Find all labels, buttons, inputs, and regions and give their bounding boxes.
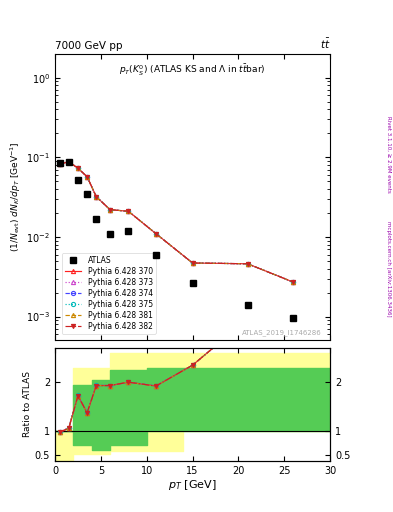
Pythia 6.428 374 [66, 159, 71, 165]
Pythia 6.428 374 [108, 206, 112, 212]
Pythia 6.428 381 [57, 161, 62, 167]
Pythia 6.428 374 [154, 230, 158, 237]
Pythia 6.428 373 [154, 230, 158, 237]
Line: Pythia 6.428 374: Pythia 6.428 374 [57, 160, 296, 284]
ATLAS [126, 227, 131, 233]
Pythia 6.428 375 [75, 165, 80, 172]
Pythia 6.428 373 [190, 260, 195, 266]
ATLAS [57, 160, 62, 166]
Pythia 6.428 374 [190, 260, 195, 266]
Pythia 6.428 382 [57, 161, 62, 167]
Pythia 6.428 375 [126, 208, 131, 215]
Pythia 6.428 370 [75, 165, 80, 172]
Pythia 6.428 375 [108, 206, 112, 212]
Pythia 6.428 373 [108, 206, 112, 212]
Text: $t\bar{t}$: $t\bar{t}$ [320, 37, 330, 51]
Pythia 6.428 370 [190, 260, 195, 266]
Pythia 6.428 382 [126, 208, 131, 215]
Y-axis label: $(1/N_\mathregular{evt})\ dN_K/dp_T\ [\mathregular{GeV}^{-1}]$: $(1/N_\mathregular{evt})\ dN_K/dp_T\ [\m… [9, 142, 24, 252]
ATLAS [245, 302, 250, 308]
Pythia 6.428 370 [57, 161, 62, 167]
Pythia 6.428 375 [245, 261, 250, 267]
Text: $p_T(K^0_S)$ (ATLAS KS and $\Lambda$ in $t\bar{t}$bar): $p_T(K^0_S)$ (ATLAS KS and $\Lambda$ in … [119, 62, 266, 78]
Pythia 6.428 373 [126, 208, 131, 215]
Line: Pythia 6.428 382: Pythia 6.428 382 [57, 160, 296, 284]
Pythia 6.428 382 [154, 230, 158, 237]
Pythia 6.428 373 [245, 261, 250, 267]
Pythia 6.428 375 [66, 159, 71, 165]
Legend: ATLAS, Pythia 6.428 370, Pythia 6.428 373, Pythia 6.428 374, Pythia 6.428 375, P: ATLAS, Pythia 6.428 370, Pythia 6.428 37… [62, 253, 156, 334]
Pythia 6.428 373 [75, 165, 80, 172]
Pythia 6.428 374 [245, 261, 250, 267]
Pythia 6.428 370 [66, 159, 71, 165]
Pythia 6.428 374 [291, 279, 296, 285]
Pythia 6.428 382 [291, 279, 296, 285]
Pythia 6.428 370 [245, 261, 250, 267]
Pythia 6.428 382 [85, 174, 90, 180]
Pythia 6.428 382 [108, 206, 112, 212]
Pythia 6.428 375 [85, 174, 90, 180]
Pythia 6.428 382 [75, 165, 80, 172]
Pythia 6.428 370 [291, 279, 296, 285]
Pythia 6.428 370 [126, 208, 131, 215]
X-axis label: $p_T$ [GeV]: $p_T$ [GeV] [168, 478, 217, 493]
Pythia 6.428 373 [94, 194, 99, 200]
Pythia 6.428 374 [126, 208, 131, 215]
ATLAS [66, 159, 71, 165]
ATLAS [154, 251, 158, 258]
Line: Pythia 6.428 375: Pythia 6.428 375 [57, 160, 296, 284]
Pythia 6.428 382 [66, 159, 71, 165]
Pythia 6.428 374 [57, 161, 62, 167]
ATLAS [75, 177, 80, 183]
ATLAS [291, 315, 296, 322]
Pythia 6.428 381 [245, 261, 250, 267]
Pythia 6.428 370 [108, 206, 112, 212]
Pythia 6.428 375 [57, 161, 62, 167]
ATLAS [85, 190, 90, 197]
Pythia 6.428 374 [75, 165, 80, 172]
Pythia 6.428 375 [190, 260, 195, 266]
Pythia 6.428 381 [154, 230, 158, 237]
Pythia 6.428 382 [94, 194, 99, 200]
Line: Pythia 6.428 370: Pythia 6.428 370 [57, 160, 296, 284]
Pythia 6.428 370 [154, 230, 158, 237]
Text: Rivet 3.1.10, ≥ 2.9M events: Rivet 3.1.10, ≥ 2.9M events [386, 116, 391, 193]
Y-axis label: Ratio to ATLAS: Ratio to ATLAS [23, 372, 32, 437]
Pythia 6.428 381 [85, 174, 90, 180]
Pythia 6.428 373 [66, 159, 71, 165]
ATLAS [108, 230, 112, 237]
Pythia 6.428 375 [291, 279, 296, 285]
Pythia 6.428 374 [85, 174, 90, 180]
Pythia 6.428 373 [291, 279, 296, 285]
Text: mcplots.cern.ch [arXiv:1306.3436]: mcplots.cern.ch [arXiv:1306.3436] [386, 221, 391, 316]
Line: ATLAS: ATLAS [57, 159, 297, 322]
Pythia 6.428 382 [190, 260, 195, 266]
Text: ATLAS_2019_I1746286: ATLAS_2019_I1746286 [242, 329, 322, 336]
Pythia 6.428 381 [126, 208, 131, 215]
Pythia 6.428 381 [190, 260, 195, 266]
Pythia 6.428 370 [85, 174, 90, 180]
Pythia 6.428 381 [291, 279, 296, 285]
ATLAS [94, 216, 99, 222]
Pythia 6.428 375 [94, 194, 99, 200]
ATLAS [190, 281, 195, 287]
Text: 7000 GeV pp: 7000 GeV pp [55, 41, 123, 51]
Pythia 6.428 373 [57, 161, 62, 167]
Pythia 6.428 381 [108, 206, 112, 212]
Pythia 6.428 374 [94, 194, 99, 200]
Line: Pythia 6.428 373: Pythia 6.428 373 [57, 160, 296, 284]
Pythia 6.428 370 [94, 194, 99, 200]
Pythia 6.428 375 [154, 230, 158, 237]
Pythia 6.428 373 [85, 174, 90, 180]
Line: Pythia 6.428 381: Pythia 6.428 381 [57, 160, 296, 284]
Pythia 6.428 381 [66, 159, 71, 165]
Pythia 6.428 381 [94, 194, 99, 200]
Pythia 6.428 381 [75, 165, 80, 172]
Pythia 6.428 382 [245, 261, 250, 267]
